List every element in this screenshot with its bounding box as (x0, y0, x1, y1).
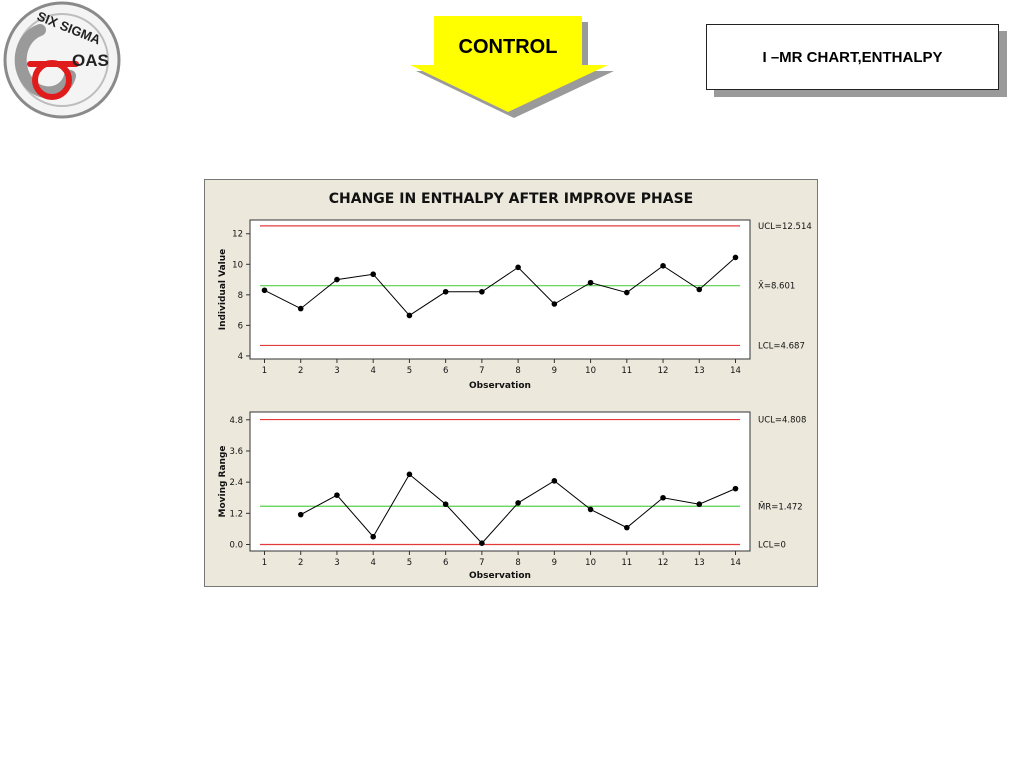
moving-range-data-point (551, 478, 558, 484)
individual-x-tick-label: 10 (585, 366, 596, 376)
individual-center-label: X̄=8.601 (758, 280, 795, 292)
individual-data-point (515, 264, 521, 271)
moving-range-x-tick-label: 7 (479, 558, 484, 568)
chart-title-box: I –MR CHART,ENTHALPY (706, 24, 999, 90)
moving-range-data-point (406, 471, 413, 478)
logo-side-text: OAS (72, 51, 109, 70)
individual-data-point (479, 288, 485, 295)
moving-range-y-tick-label: 3.6 (229, 447, 243, 457)
moving-range-data-point (660, 494, 666, 501)
individual-data-point (406, 312, 413, 319)
individual-plot-area (249, 219, 751, 360)
moving-range-x-tick-label: 9 (552, 558, 557, 568)
individual-data-point (696, 286, 703, 293)
individual-y-tick-label: 8 (238, 291, 243, 301)
moving-range-y-axis-title: Moving Range (218, 445, 228, 517)
individual-x-tick-label: 1 (262, 366, 267, 376)
moving-range-x-tick-label: 5 (407, 558, 412, 568)
individual-data-point (551, 301, 558, 307)
moving-range-x-tick-label: 14 (730, 558, 741, 568)
moving-range-x-tick-label: 10 (585, 558, 596, 568)
moving-range-x-tick-label: 3 (334, 558, 339, 568)
individual-x-tick-label: 3 (334, 366, 339, 376)
individual-x-axis-title: Observation (469, 381, 531, 391)
moving-range-x-tick-label: 4 (370, 558, 375, 568)
moving-range-data-point (587, 506, 594, 513)
moving-range-data-point (732, 485, 739, 492)
individual-data-point (624, 289, 630, 296)
individual-data-point (442, 288, 449, 295)
moving-range-data-point (297, 511, 304, 518)
moving-range-y-tick-label: 0.0 (229, 541, 243, 551)
individual-x-tick-label: 9 (552, 366, 557, 376)
individual-x-tick-label: 2 (298, 366, 303, 376)
moving-range-x-tick-label: 2 (298, 558, 303, 568)
individual-x-tick-label: 12 (658, 366, 669, 376)
individual-series-line (264, 257, 736, 317)
individual-x-tick-label: 14 (730, 366, 741, 376)
chart-title-box-text: I –MR CHART,ENTHALPY (762, 48, 943, 66)
individual-data-point (261, 287, 268, 294)
moving-range-lcl-label: LCL=0 (758, 541, 786, 551)
moving-range-x-axis-title: Observation (469, 571, 531, 581)
moving-range-plot-area (249, 411, 751, 552)
moving-range-data-point (479, 540, 485, 547)
moving-range-x-tick-label: 1 (262, 558, 267, 568)
individual-x-tick-label: 8 (515, 366, 520, 376)
moving-range-x-tick-label: 12 (658, 558, 669, 568)
moving-range-ucl-label: UCL=4.808 (758, 416, 806, 426)
individual-x-tick-label: 7 (479, 366, 484, 376)
individual-ucl-label: UCL=12.514 (758, 222, 812, 232)
moving-range-x-tick-label: 8 (515, 558, 520, 568)
section-label: CONTROL (459, 36, 558, 58)
moving-range-data-point (515, 500, 521, 506)
moving-range-data-point (624, 524, 630, 531)
moving-range-x-tick-label: 6 (443, 558, 448, 568)
individual-data-point (587, 279, 594, 286)
individual-data-point (370, 271, 376, 278)
individual-x-tick-label: 4 (370, 366, 375, 376)
individual-x-tick-label: 6 (443, 366, 448, 376)
six-sigma-oas-logo: SIX SIGMA OAS (3, 1, 121, 119)
individual-x-tick-label: 5 (407, 366, 412, 376)
individual-x-tick-label: 13 (694, 366, 705, 376)
moving-range-data-point (696, 501, 703, 508)
imr-chart-panel: CHANGE IN ENTHALPY AFTER IMPROVE PHASE 1 2… (204, 179, 818, 587)
individual-data-point (732, 254, 739, 261)
moving-range-data-point (334, 492, 340, 498)
moving-range-x-tick-label: 13 (694, 558, 705, 568)
individual-y-tick-label: 6 (238, 321, 243, 331)
control-arrow-banner: CONTROL (410, 16, 614, 118)
individual-y-tick-label: 10 (232, 260, 243, 270)
moving-range-y-tick-label: 2.4 (229, 478, 243, 488)
individual-lcl-label: LCL=4.687 (758, 341, 805, 351)
moving-range-x-tick-label: 11 (621, 558, 632, 568)
moving-range-center-label: M̄R=1.472 (758, 501, 803, 513)
moving-range-y-tick-label: 4.8 (229, 416, 243, 426)
individual-data-point (297, 305, 304, 312)
individual-y-axis-title: Individual Value (218, 249, 228, 331)
individual-data-point (660, 263, 666, 269)
individual-data-point (334, 276, 340, 283)
individual-y-tick-label: 12 (232, 230, 243, 240)
moving-range-data-point (442, 501, 449, 508)
moving-range-data-point (370, 533, 376, 540)
moving-range-y-tick-label: 1.2 (229, 509, 243, 519)
individual-x-tick-label: 11 (621, 366, 632, 376)
chart-title: CHANGE IN ENTHALPY AFTER IMPROVE PHASE (329, 191, 693, 207)
individual-y-tick-label: 4 (238, 352, 243, 362)
